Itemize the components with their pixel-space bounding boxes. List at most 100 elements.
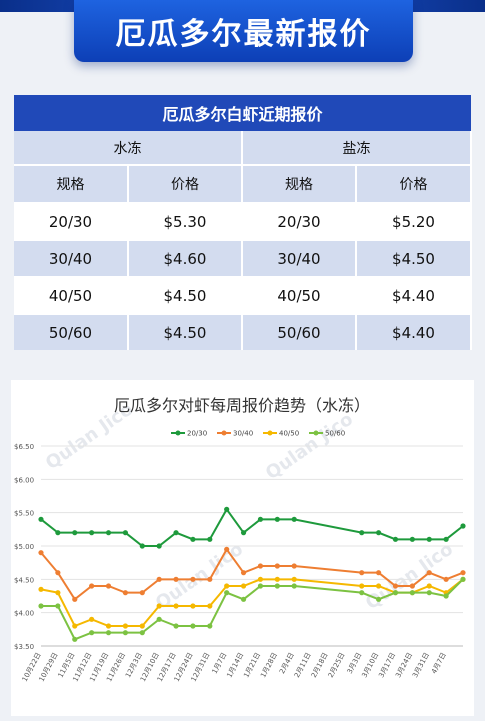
data-point	[257, 516, 264, 522]
data-point	[274, 516, 280, 522]
data-point	[139, 543, 145, 549]
data-point	[240, 583, 247, 589]
data-point	[38, 550, 44, 556]
data-point	[122, 530, 128, 536]
data-point	[122, 623, 128, 629]
data-point	[38, 603, 44, 609]
data-point	[38, 586, 44, 592]
data-point	[240, 530, 247, 536]
y-tick-label: $5.50	[14, 510, 34, 518]
legend-marker	[221, 430, 227, 436]
table-cell: 30/40	[14, 239, 129, 277]
watermark: Qulan Jico	[152, 539, 247, 614]
data-point	[426, 583, 432, 589]
data-point	[443, 576, 449, 582]
x-tick-label: 4月7日	[430, 651, 448, 675]
data-point	[72, 636, 78, 642]
data-point	[291, 583, 297, 589]
table-cell: $4.50	[356, 239, 473, 277]
y-tick-label: $6.00	[14, 476, 34, 484]
group-salt-frozen: 盐冻	[242, 131, 473, 165]
table-row: 20/30 $5.30 20/30 $5.20	[14, 202, 473, 240]
data-point	[359, 583, 365, 589]
data-point	[156, 616, 162, 622]
column-header-price: 价格	[356, 164, 473, 203]
y-tick-label: $4.00	[14, 610, 34, 618]
table-cell: $4.40	[356, 313, 473, 350]
data-point	[409, 583, 415, 589]
data-point	[89, 630, 95, 636]
data-point	[392, 536, 399, 542]
data-point	[207, 536, 213, 542]
data-point	[376, 570, 382, 576]
price-table: 厄瓜多尔白虾近期报价 水冻 盐冻 规格 价格 规格 价格 20/30 $5.30…	[14, 95, 473, 350]
data-point	[190, 603, 196, 609]
column-header-price: 价格	[128, 164, 243, 203]
y-tick-label: $5.00	[14, 543, 34, 551]
table-cell: $5.30	[128, 202, 243, 240]
data-point	[224, 590, 230, 596]
table-row: 30/40 $4.60 30/40 $4.50	[14, 239, 473, 277]
data-point	[190, 576, 196, 582]
column-header-spec: 规格	[242, 164, 357, 203]
data-point	[89, 583, 95, 589]
data-point	[426, 570, 432, 576]
data-point	[443, 593, 449, 599]
data-point	[190, 536, 196, 542]
data-point	[426, 590, 432, 596]
data-point	[460, 523, 466, 529]
data-point	[156, 603, 162, 609]
watermark: Qulan Jico	[362, 539, 457, 614]
data-point	[55, 590, 61, 596]
data-point	[409, 536, 415, 542]
data-point	[72, 596, 78, 602]
trend-chart-card: Qulan Jico Qulan Jico Qulan Jico Qulan J…	[11, 380, 474, 716]
legend-label: 50/60	[325, 430, 345, 438]
data-point	[460, 570, 466, 576]
legend-label: 30/40	[233, 430, 253, 438]
data-point	[240, 570, 247, 576]
table-row: 50/60 $4.50 50/60 $4.40	[14, 313, 473, 350]
table-cell: 30/40	[242, 239, 357, 277]
y-tick-label: $6.50	[14, 443, 34, 451]
data-point	[105, 583, 112, 589]
data-point	[274, 583, 280, 589]
data-point	[409, 590, 415, 596]
data-point	[207, 623, 213, 629]
data-point	[207, 576, 213, 582]
legend-label: 40/50	[279, 430, 299, 438]
y-tick-label: $3.50	[14, 643, 34, 651]
data-point	[105, 530, 112, 536]
legend-marker	[313, 430, 319, 436]
y-tick-label: $4.50	[14, 576, 34, 584]
data-point	[139, 623, 145, 629]
data-point	[190, 623, 196, 629]
table-cell: 20/30	[14, 202, 129, 240]
data-point	[89, 530, 95, 536]
data-point	[156, 543, 162, 549]
data-point	[240, 596, 247, 602]
data-point	[359, 530, 365, 536]
column-header-spec: 规格	[14, 164, 129, 203]
data-point	[72, 530, 78, 536]
data-point	[274, 563, 280, 569]
table-cell: $5.20	[356, 202, 473, 240]
data-point	[122, 630, 128, 636]
data-point	[443, 536, 449, 542]
data-point	[122, 590, 128, 596]
group-water-frozen: 水冻	[14, 131, 243, 165]
data-point	[291, 576, 297, 582]
data-point	[55, 570, 61, 576]
x-tick-label: 2月4日	[278, 651, 296, 675]
data-point	[426, 536, 432, 542]
data-point	[105, 623, 112, 629]
data-point	[291, 516, 297, 522]
data-point	[257, 583, 264, 589]
table-cell: 20/30	[242, 202, 357, 240]
x-tick-label: 3月3日	[346, 651, 364, 675]
data-point	[224, 583, 230, 589]
x-tick-label: 1月7日	[211, 651, 229, 675]
trend-chart: Qulan Jico Qulan Jico Qulan Jico Qulan J…	[14, 396, 466, 683]
legend-label: 20/30	[187, 430, 207, 438]
data-point	[376, 596, 382, 602]
